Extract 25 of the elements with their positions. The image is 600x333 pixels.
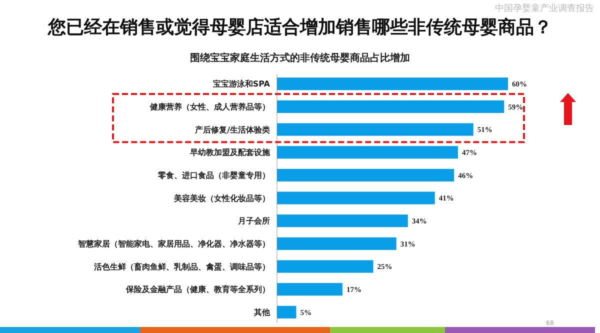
bar [277, 283, 342, 296]
bar [277, 192, 435, 204]
y-tick-label: 美容美妆（女性化妆品等） [173, 192, 270, 203]
bar [277, 306, 296, 318]
y-tick-label: 保险及金融产品（健康、教育等全系列） [125, 284, 270, 294]
chart-title: 您已经在销售或觉得母婴店适合增加销售哪些非传统母婴商品？ [47, 17, 552, 38]
y-tick-label: 零食、进口食品（非婴童专用） [157, 170, 270, 180]
y-tick-label: 活色生鲜（畜肉鱼鲜、乳制品、禽蛋、调味品等） [93, 261, 270, 272]
bar [277, 214, 408, 228]
bar [277, 123, 474, 136]
bar [277, 78, 508, 90]
bar [277, 146, 458, 159]
y-tick-label: 健康营养（女性、成人营养品等） [149, 101, 270, 112]
y-tick-label: 早幼教加盟及配套设施 [189, 148, 271, 158]
bar [277, 100, 504, 113]
y-tick-label: 宝宝游泳和SPA [212, 78, 271, 89]
y-tick-label: 产后修复/生活体验类 [194, 125, 270, 134]
text: 中国孕婴童产业调查报告 [495, 3, 594, 14]
bar [277, 260, 374, 273]
y-tick-label: 月子会所 [237, 216, 270, 226]
bar [277, 168, 454, 182]
y-tick-label: 其他 [253, 308, 271, 317]
bar [277, 237, 396, 250]
chart-subtitle: 围绕宝宝家庭生活方式的非传统母婴商品占比增加 [190, 52, 410, 64]
y-tick-label: 智慧家居（智能家电、家居用品、净化器、净水器等） [77, 238, 270, 248]
